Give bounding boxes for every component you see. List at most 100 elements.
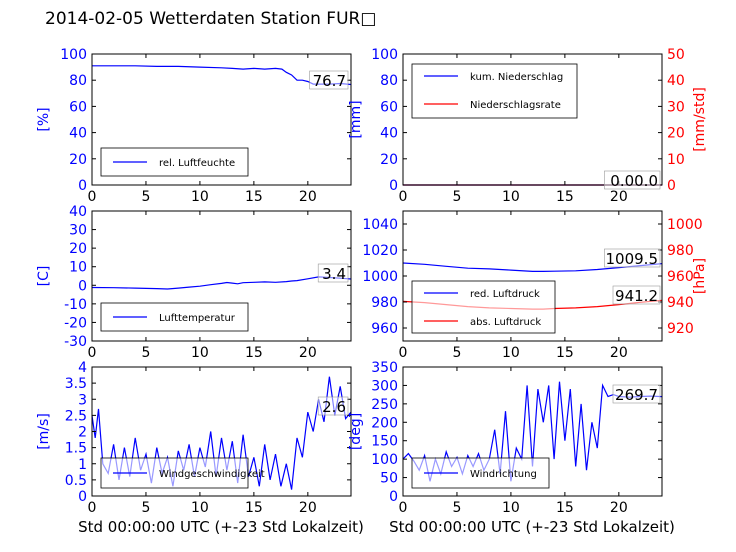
precipitation-xtick-label: 15 (556, 189, 574, 205)
humidity-ytick-label: 80 (69, 73, 87, 89)
pressure-series-line-1 (402, 262, 663, 272)
pressure-xtick-label: 5 (452, 345, 461, 361)
temperature-series-line-1 (91, 276, 352, 290)
temperature-ytick-label: -30 (64, 334, 87, 350)
xlabel-left: Std 00:00:00 UTC (+-23 Std Lokalzeit) (78, 518, 364, 536)
windspeed-xtick-label: 20 (299, 500, 317, 516)
precipitation-ytick-label: 40 (380, 126, 398, 142)
precipitation-legend-label-1: kum. Niederschlag (470, 72, 563, 83)
pressure-ytick-label: 1000 (362, 269, 398, 285)
precipitation-ytick-right-label: 20 (667, 126, 685, 142)
humidity-ylabel: [%] (36, 107, 52, 131)
precipitation-ytick-right-label: 10 (667, 152, 685, 168)
temperature-axes-frame (91, 210, 352, 342)
humidity-xtick-label: 20 (299, 189, 317, 205)
windspeed-ytick-label: 3 (78, 392, 87, 408)
winddirection-legend-label-1: Windrichtung (470, 469, 537, 480)
pressure-ytick-right-label: 1000 (667, 217, 703, 233)
pressure-ytick-label: 980 (371, 295, 398, 311)
winddirection-axes-frame (402, 366, 663, 497)
humidity-legend-label-1: rel. Luftfeuchte (159, 158, 235, 169)
humidity-ytick-label: 40 (69, 126, 87, 142)
precipitation-xtick-label: 20 (610, 189, 628, 205)
temperature-ylabel: [C] (36, 266, 52, 287)
windspeed-ytick-label: 0.5 (65, 473, 87, 489)
humidity-xtick-label: 10 (191, 189, 209, 205)
precipitation-xtick-label: 10 (502, 189, 520, 205)
xlabel-right: Std 00:00:00 UTC (+-23 Std Lokalzeit) (389, 518, 675, 536)
winddirection-ytick-label: 0 (389, 489, 398, 505)
pressure-ytick-label: 960 (371, 321, 398, 337)
precipitation-ytick-label: 80 (380, 73, 398, 89)
temperature-xtick-label: 0 (88, 345, 97, 361)
temperature-ytick-label: -10 (64, 297, 87, 313)
pressure-xtick-label: 10 (502, 345, 520, 361)
pressure-legend-box (411, 280, 556, 334)
windspeed-ytick-label: 4 (78, 360, 87, 376)
humidity-xtick-label: 15 (245, 189, 263, 205)
pressure-legend-label-1: red. Luftdruck (470, 289, 540, 300)
humidity-ytick-label: 60 (69, 99, 87, 115)
temperature-ytick-label: 10 (69, 260, 87, 276)
windspeed-ytick-label: 1.5 (65, 441, 87, 457)
winddirection-ytick-label: 200 (371, 415, 398, 431)
pressure-annotation-2: 941.2 (615, 287, 658, 305)
pressure-annotation-box-1 (604, 248, 661, 268)
pressure-ytick-right-label: 940 (667, 295, 694, 311)
windspeed-xtick-label: 10 (191, 500, 209, 516)
winddirection-ylabel: [deg] (348, 413, 364, 450)
pressure-ytick-right-label: 920 (667, 321, 694, 337)
windspeed-xtick-label: 0 (88, 500, 97, 516)
pressure-annotation-1: 1009.5 (606, 250, 659, 268)
temperature-legend-label-1: Lufttemperatur (159, 313, 236, 324)
winddirection-ytick-label: 50 (380, 471, 398, 487)
precipitation-legend-label-2: Niederschlagsrate (470, 100, 561, 111)
precipitation-ytick-label: 60 (380, 99, 398, 115)
windspeed-legend-label-1: Windgeschwindigkeit (159, 469, 265, 480)
winddirection-xtick-label: 20 (610, 500, 628, 516)
humidity-xtick-label: 5 (141, 189, 150, 205)
winddirection-ytick-label: 250 (371, 397, 398, 413)
windspeed-xtick-label: 5 (141, 500, 150, 516)
winddirection-ytick-label: 350 (371, 360, 398, 376)
windspeed-ytick-label: 1 (78, 457, 87, 473)
winddirection-xtick-label: 10 (502, 500, 520, 516)
winddirection-ytick-label: 100 (371, 452, 398, 468)
windspeed-annotation-1: 2.6 (322, 398, 346, 416)
precipitation-ytick-right-label: 40 (667, 73, 685, 89)
winddirection-xtick-label: 0 (399, 500, 408, 516)
pressure-legend-label-2: abs. Luftdruck (470, 317, 541, 328)
humidity-axes-frame (91, 53, 352, 186)
temperature-xtick-label: 5 (141, 345, 150, 361)
precipitation-annotation-1: 0.00.0 (610, 172, 658, 190)
windspeed-ylabel: [m/s] (36, 413, 52, 450)
precipitation-ytick-right-label: 50 (667, 47, 685, 63)
temperature-ytick-label: 30 (69, 223, 87, 239)
humidity-annotation-1: 76.7 (313, 72, 346, 90)
figure-title: 2014-02-05 Wetterdaten Station FUR□ (45, 9, 377, 29)
winddirection-xtick-label: 15 (556, 500, 574, 516)
pressure-ytick-label: 1020 (362, 243, 398, 259)
windspeed-ytick-label: 0 (78, 489, 87, 505)
temperature-xtick-label: 20 (299, 345, 317, 361)
humidity-ytick-label: 100 (60, 47, 87, 63)
winddirection-xtick-label: 5 (452, 500, 461, 516)
precipitation-xtick-label: 0 (399, 189, 408, 205)
pressure-annotation-box-2 (612, 285, 661, 305)
temperature-ytick-label: 40 (69, 204, 87, 220)
temperature-xtick-label: 15 (245, 345, 263, 361)
pressure-ytick-label: 1040 (362, 217, 398, 233)
temperature-ytick-label: 20 (69, 241, 87, 257)
precipitation-xtick-label: 5 (452, 189, 461, 205)
precipitation-ytick-right-label: 30 (667, 99, 685, 115)
winddirection-annotation-box-1 (612, 384, 661, 404)
precipitation-ytick-label: 100 (371, 47, 398, 63)
humidity-ytick-label: 20 (69, 152, 87, 168)
windspeed-annotation-box-1 (317, 396, 349, 416)
precipitation-legend-box (411, 63, 578, 119)
precipitation-ylabel: [mm] (348, 100, 364, 138)
pressure-xtick-label: 20 (610, 345, 628, 361)
temperature-ytick-label: -20 (64, 315, 87, 331)
temperature-annotation-1: 3.4 (322, 265, 346, 283)
